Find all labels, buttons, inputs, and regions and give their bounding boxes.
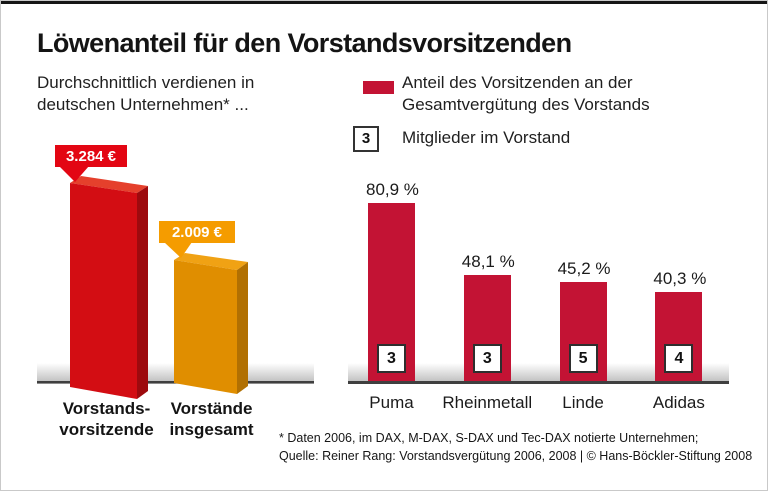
bar-value-label: 40,3 % — [653, 269, 707, 288]
bar-value-label: 48,1 % — [461, 252, 515, 271]
value-tag-board-label: 2.009 € — [172, 224, 223, 241]
euro-bar-chart: 3.284 € 2.009 € — [37, 145, 314, 399]
board-members-box: 5 — [568, 344, 598, 373]
bar-vorstaende-insgesamt-3d — [174, 253, 248, 394]
value-tag-ceo-label: 3.284 € — [66, 148, 117, 165]
category-label-rheinmetall: Rheinmetall — [442, 393, 533, 412]
legend-swatch-red — [363, 81, 394, 94]
page-title: Löwenanteil für den Vorstandsvorsitzende… — [37, 28, 572, 58]
bar-value-label: 80,9 % — [366, 180, 419, 199]
category-label-vorstaende-insgesamt: Vorstände insgesamt — [169, 399, 254, 439]
value-tag-ceo: 3.284 € — [55, 145, 127, 182]
bar-vorstandsvorsitzende-3d — [70, 176, 148, 399]
board-members-box: 4 — [664, 344, 694, 373]
right-baseline — [348, 381, 729, 384]
board-members-box: 3 — [377, 344, 406, 373]
bar-value-label: 45,2 % — [557, 259, 611, 278]
top-border-strip — [1, 1, 767, 4]
right-baseline-shadow-band — [348, 363, 729, 381]
legend-share-label: Anteil des Vorsitzenden an der Gesamtver… — [402, 73, 650, 114]
legend-members-box: 3 — [353, 126, 379, 152]
footnote-source: * Daten 2006, im DAX, M-DAX, S-DAX und T… — [279, 431, 753, 463]
board-members-box: 3 — [472, 344, 502, 373]
category-label-vorstandsvorsitzende: Vorstands- vorsitzende — [59, 399, 154, 439]
category-label-adidas: Adidas — [652, 393, 705, 412]
value-tag-board: 2.009 € — [159, 221, 235, 258]
category-label-puma: Puma — [369, 393, 414, 412]
category-label-linde: Linde — [562, 393, 604, 412]
legend-members-label: Mitglieder im Vorstand — [402, 128, 571, 147]
left-chart-subtitle: Durchschnittlich verdienen in deutschen … — [37, 73, 255, 114]
